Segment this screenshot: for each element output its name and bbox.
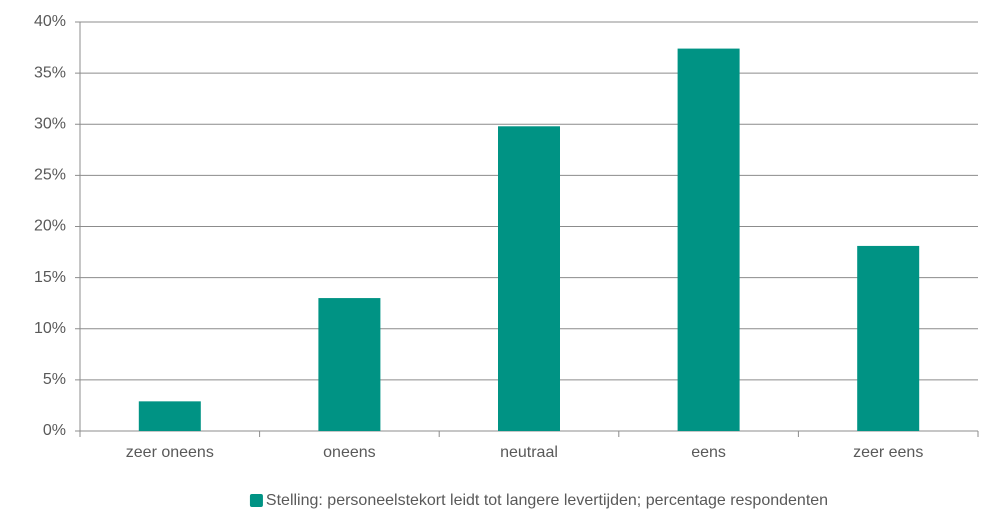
y-tick-label: 10% bbox=[34, 320, 66, 337]
y-tick-label: 40% bbox=[34, 13, 66, 30]
y-tick-label: 20% bbox=[34, 218, 66, 235]
y-tick-label: 25% bbox=[34, 167, 66, 184]
x-tick-label: oneens bbox=[323, 444, 376, 461]
bar bbox=[138, 401, 201, 431]
y-tick-label: 35% bbox=[34, 64, 66, 81]
x-tick-label: eens bbox=[691, 444, 726, 461]
bar bbox=[318, 298, 381, 431]
legend-swatch bbox=[249, 494, 263, 507]
legend-label: Stelling: personeelstekort leidt tot lan… bbox=[266, 492, 828, 509]
y-tick-label: 5% bbox=[43, 371, 66, 388]
x-tick-label: neutraal bbox=[500, 444, 558, 461]
x-tick-label: zeer eens bbox=[853, 444, 923, 461]
y-tick-label: 30% bbox=[34, 115, 66, 132]
bar bbox=[498, 126, 560, 432]
bar bbox=[677, 48, 740, 432]
x-tick-label: zeer oneens bbox=[126, 444, 214, 461]
y-tick-label: 15% bbox=[34, 269, 66, 286]
bar bbox=[857, 245, 920, 431]
y-tick-label: 0% bbox=[43, 422, 66, 439]
